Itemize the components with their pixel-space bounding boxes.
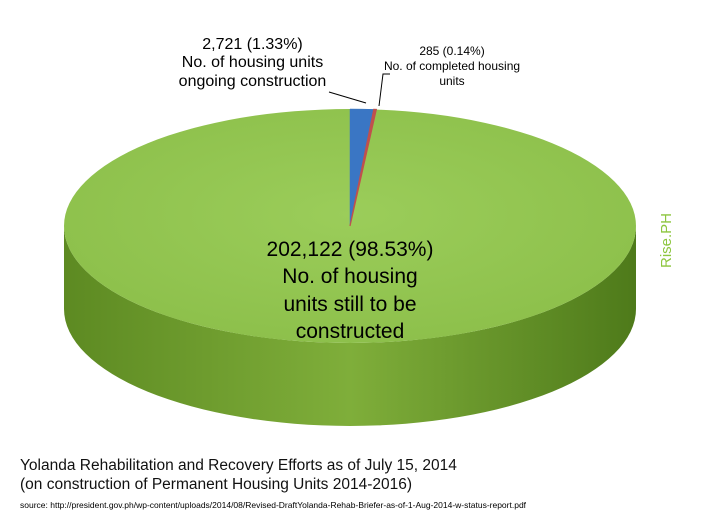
data-label-ongoing-text-1: No. of housing units <box>181 54 324 72</box>
data-label-ongoing-text-2: ongoing construction <box>178 72 327 90</box>
chart-title: Yolanda Rehabilitation and Recovery Effo… <box>20 456 457 494</box>
data-label-completed-value: 285 (0.14%) <box>419 44 485 58</box>
leader-line-ongoing <box>328 91 367 104</box>
data-label-remaining-text-3: constructed <box>295 319 405 343</box>
data-label-remaining-value: 202,122 (98.53%) <box>266 238 434 261</box>
data-label-remaining-text-1: No. of housing <box>282 265 418 289</box>
leader-line-completed <box>378 73 390 107</box>
pie-side-wall <box>64 226 636 426</box>
pie-slice-completed <box>349 108 378 227</box>
source-note: source: http://president.gov.ph/wp-conte… <box>20 500 527 510</box>
data-label-completed-text-2: units <box>439 74 465 88</box>
chart-title-line-2: (on construction of Permanent Housing Un… <box>20 476 413 493</box>
data-label-completed: 285 (0.14%) No. of completed housing uni… <box>372 44 532 89</box>
data-label-remaining-text-2: units still to be <box>283 292 417 316</box>
data-label-ongoing: 2,721 (1.33%) No. of housing units ongoi… <box>150 36 355 91</box>
watermark: Rise.PH <box>658 212 675 268</box>
data-label-ongoing-value: 2,721 (1.33%) <box>202 36 303 53</box>
data-label-completed-text-1: No. of completed housing <box>383 59 521 73</box>
chart-title-line-1: Yolanda Rehabilitation and Recovery Effo… <box>20 457 457 474</box>
data-label-remaining: 202,122 (98.53%) No. of housing units st… <box>230 236 470 345</box>
